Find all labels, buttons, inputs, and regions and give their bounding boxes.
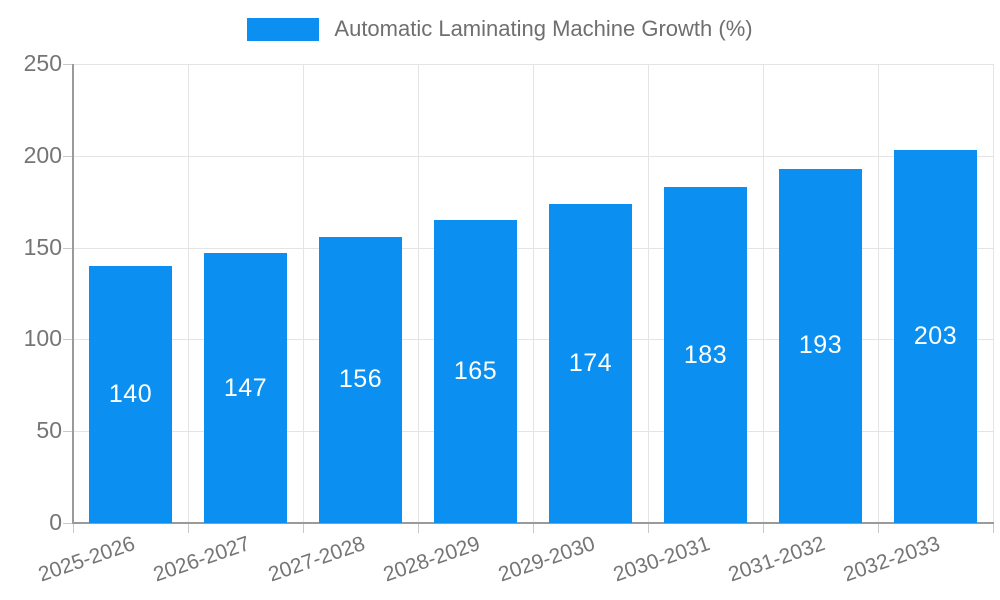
x-axis-tick (73, 524, 74, 533)
x-axis-tick (533, 524, 534, 533)
bar-value-label: 183 (683, 340, 728, 369)
bar-value-label: 140 (108, 379, 153, 408)
bar[interactable]: 193 (779, 168, 862, 523)
legend-label: Automatic Laminating Machine Growth (%) (334, 16, 753, 41)
gridline-vertical (763, 64, 764, 523)
bar[interactable]: 156 (319, 236, 402, 523)
x-axis-tick (303, 524, 304, 533)
x-axis-tick (878, 524, 879, 533)
legend[interactable]: Automatic Laminating Machine Growth (%) (0, 16, 1000, 42)
bar-value-label: 156 (338, 365, 383, 394)
x-axis-tick (648, 524, 649, 533)
gridline-vertical (303, 64, 304, 523)
x-axis-label: 2032-2033 (840, 532, 943, 587)
y-axis-tick (63, 155, 72, 157)
y-axis-tick (63, 247, 72, 249)
x-axis-label-anchor: 2032-2033 (716, 532, 943, 586)
gridline-vertical (533, 64, 534, 523)
bar-value-label: 165 (453, 357, 498, 386)
gridline-vertical (188, 64, 189, 523)
legend-swatch-icon (247, 17, 320, 41)
y-axis-line (72, 64, 74, 523)
plot-area: 140 147 156 165 174 183 193 203 2025-2026 2026-20… (36, 64, 994, 586)
x-axis-tick (993, 524, 994, 533)
bar-value-label: 203 (913, 322, 958, 351)
y-axis-tick-label: 50 (36, 417, 62, 444)
y-axis-tick-label: 250 (23, 49, 62, 76)
y-axis-tick (63, 339, 72, 341)
bar[interactable]: 140 (89, 265, 172, 523)
y-axis-labels: 0 50 100 150 200 250 (0, 50, 62, 535)
bar-value-label: 174 (568, 348, 613, 377)
x-axis-tick (188, 524, 189, 533)
x-axis-tick (418, 524, 419, 533)
y-axis-tick (63, 64, 72, 65)
y-axis-tick-label: 200 (23, 141, 62, 168)
y-axis-tick (63, 523, 72, 524)
y-axis-tick-label: 150 (23, 233, 62, 260)
bar[interactable]: 174 (549, 203, 632, 523)
bar-value-label: 147 (223, 373, 268, 402)
gridline-vertical (993, 64, 994, 523)
y-axis-tick-label: 0 (49, 508, 62, 535)
bar[interactable]: 147 (204, 253, 287, 523)
gridline-vertical (418, 64, 419, 523)
bar[interactable]: 165 (434, 220, 517, 523)
x-axis-line (72, 522, 994, 524)
gridline-vertical (648, 64, 649, 523)
gridline-vertical (878, 64, 879, 523)
bar-value-label: 193 (798, 331, 843, 360)
bar[interactable]: 183 (664, 187, 747, 523)
x-axis-tick (763, 524, 764, 533)
bar[interactable]: 203 (894, 150, 977, 523)
y-axis-tick-label: 100 (23, 325, 62, 352)
y-axis-tick (63, 431, 72, 433)
